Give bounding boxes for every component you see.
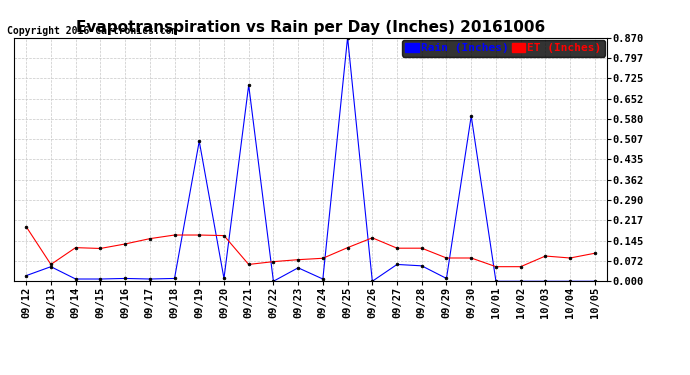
Title: Evapotranspiration vs Rain per Day (Inches) 20161006: Evapotranspiration vs Rain per Day (Inch…	[76, 20, 545, 35]
Text: Copyright 2016 Cartronics.com: Copyright 2016 Cartronics.com	[7, 26, 177, 36]
Legend: Rain (Inches), ET (Inches): Rain (Inches), ET (Inches)	[402, 40, 605, 57]
